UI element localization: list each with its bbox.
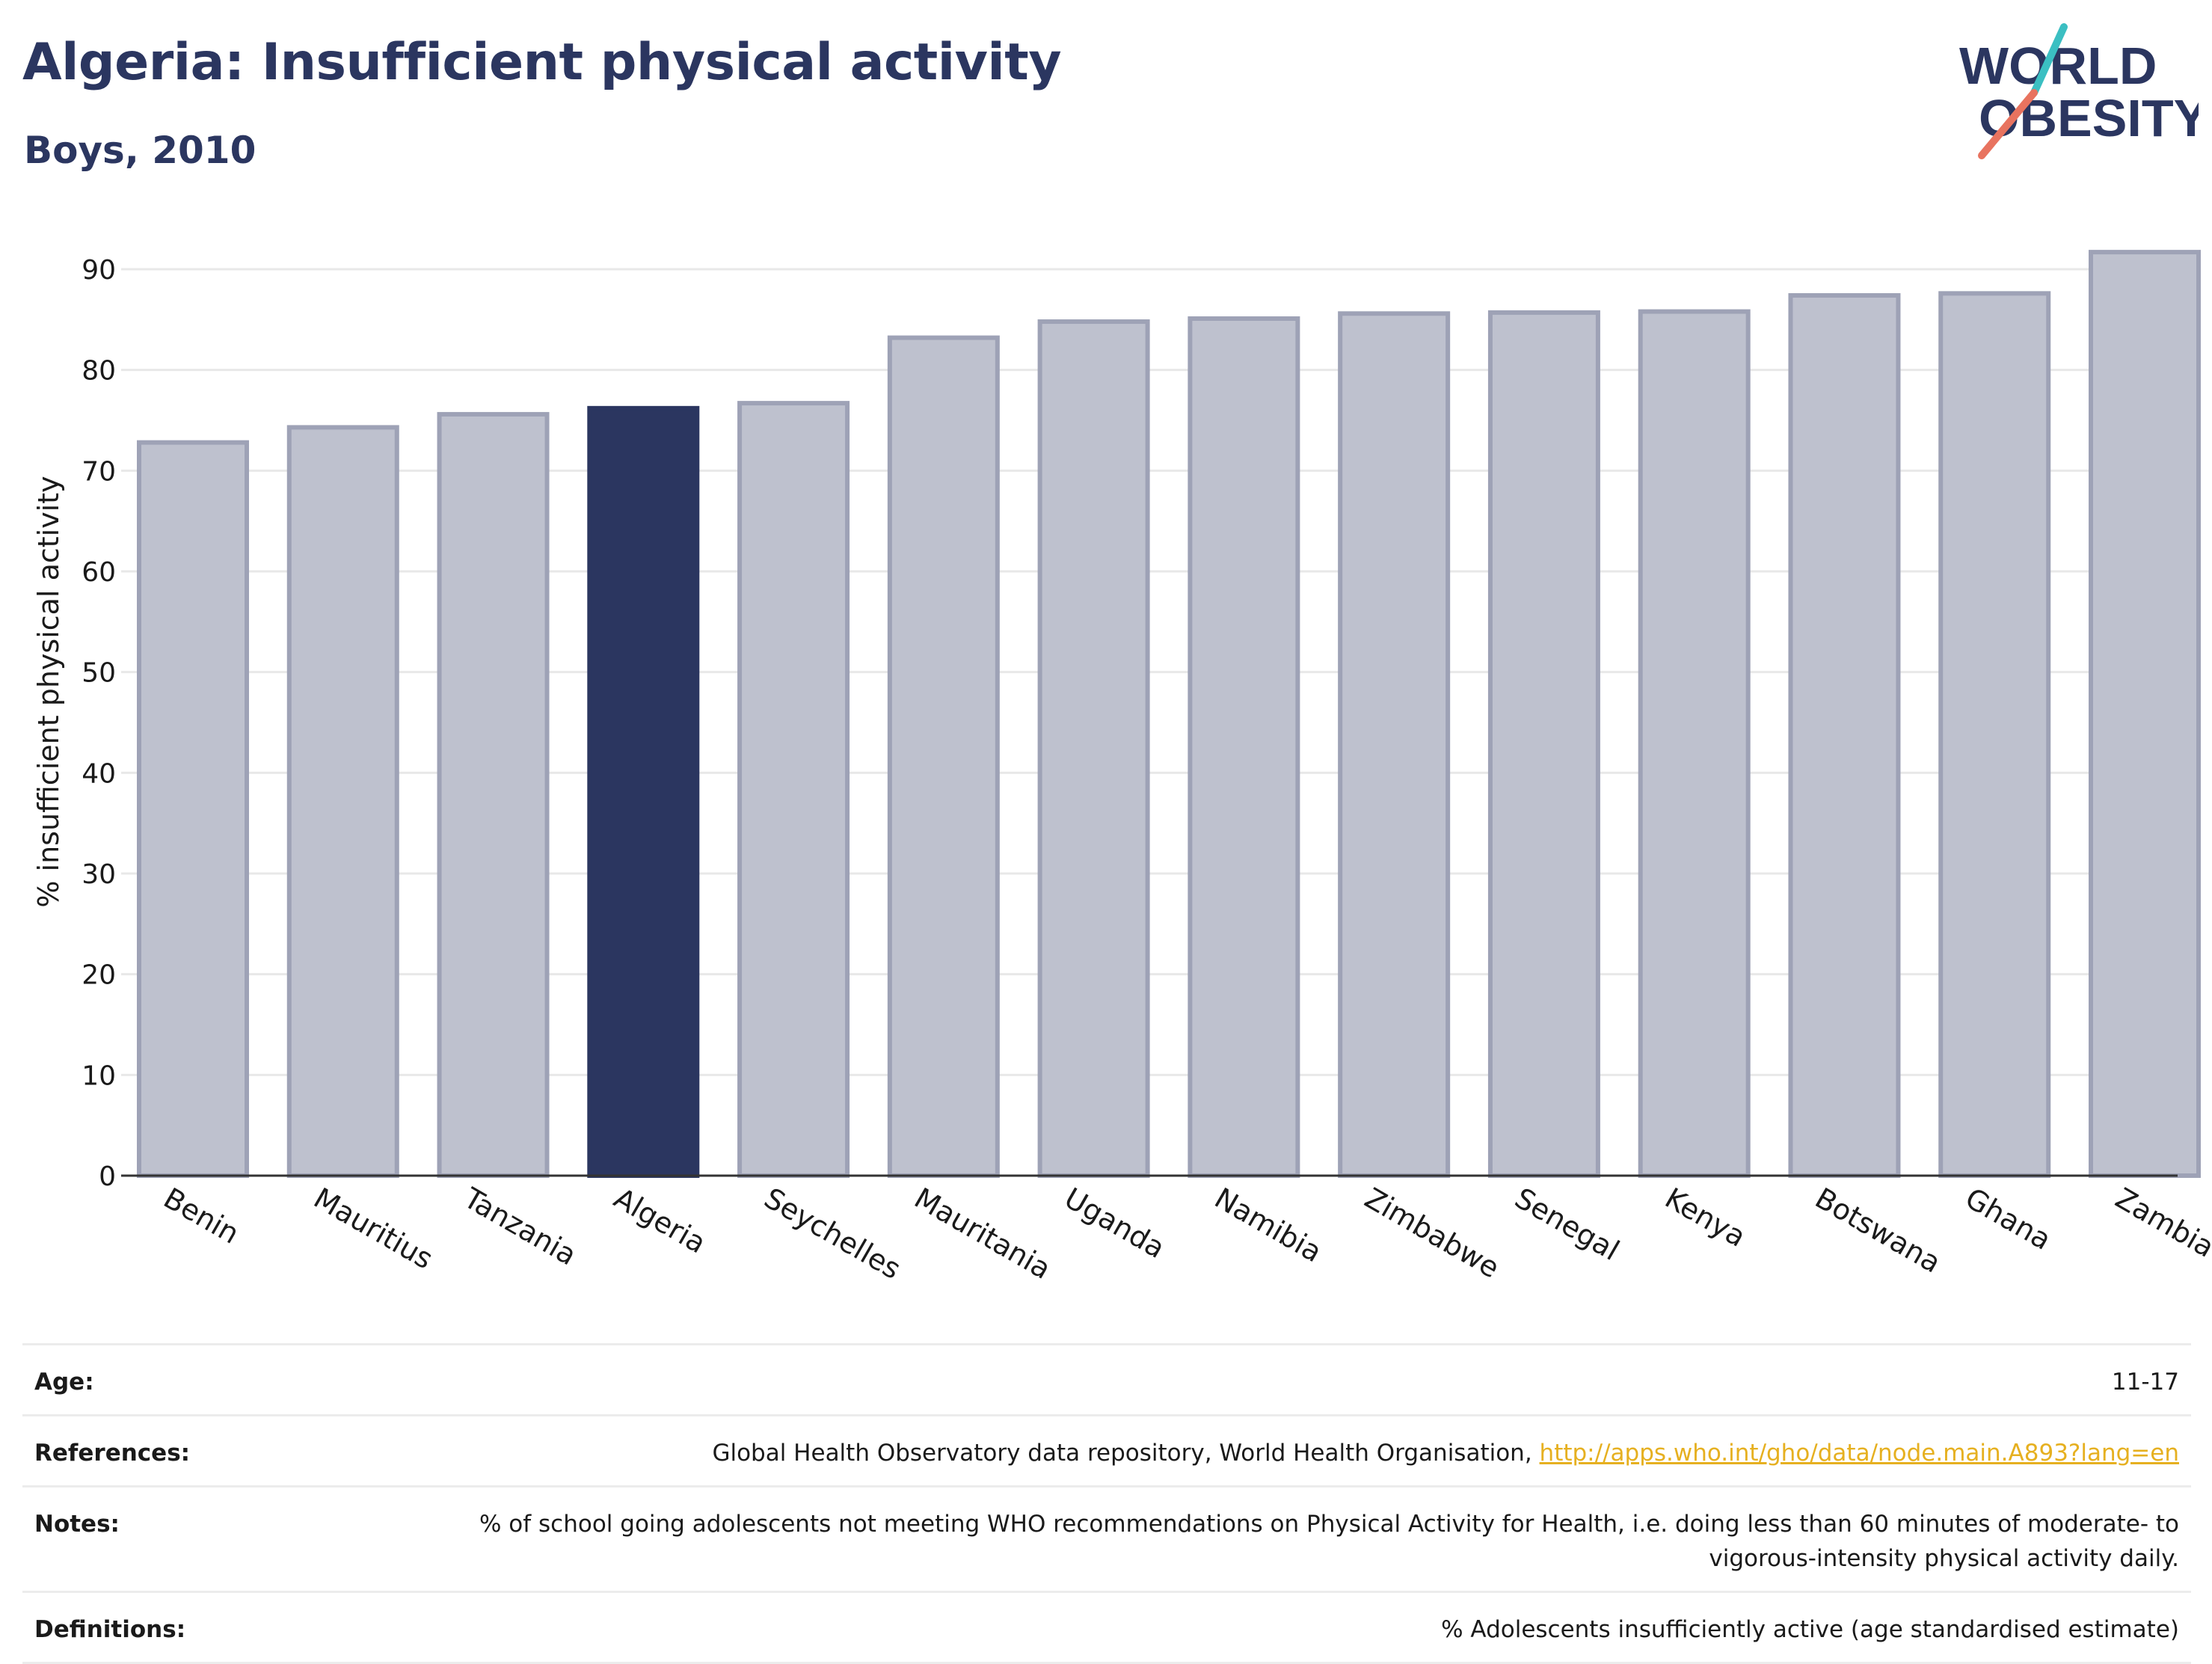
- y-tick-label: 80: [82, 356, 116, 387]
- bar-seychelles: [740, 403, 847, 1176]
- bar-tanzania: [440, 414, 547, 1176]
- bar-benin: [139, 443, 247, 1176]
- bar-kenya: [1641, 312, 1748, 1176]
- x-tick-label: Benin: [159, 1182, 245, 1250]
- y-tick-label: 10: [82, 1060, 116, 1091]
- notes-label: Notes:: [34, 1507, 150, 1541]
- x-tick-label: Mauritania: [909, 1182, 1056, 1286]
- y-tick-label: 50: [82, 658, 116, 689]
- bar-mauritania: [890, 338, 998, 1176]
- references-value: Global Health Observatory data repositor…: [712, 1436, 2179, 1470]
- bar-algeria: [589, 408, 697, 1176]
- x-tick-label: Mauritius: [308, 1182, 438, 1276]
- bar-senegal: [1490, 313, 1598, 1176]
- references-text: Global Health Observatory data repositor…: [712, 1440, 1539, 1467]
- y-tick-label: 20: [82, 960, 116, 991]
- meta-row-notes: Notes: % of school going adolescents not…: [22, 1488, 2191, 1593]
- y-tick-labels: 0 10 20 30 40 50 60 70 80 90: [82, 255, 116, 1192]
- x-tick-label: Tanzania: [458, 1181, 582, 1271]
- bar-zimbabwe: [1340, 313, 1448, 1176]
- metadata-table: Age: 11-17 References: Global Health Obs…: [22, 1343, 2191, 1664]
- y-tick-label: 40: [82, 758, 116, 789]
- x-tick-label: Botswana: [1810, 1182, 1947, 1280]
- bar-botswana: [1790, 295, 1898, 1176]
- meta-row-age: Age: 11-17: [22, 1345, 2191, 1416]
- bar-zambia: [2091, 252, 2199, 1176]
- bar-mauritius: [289, 427, 397, 1176]
- meta-row-references: References: Global Health Observatory da…: [22, 1416, 2191, 1488]
- x-tick-label: Namibia: [1209, 1182, 1327, 1269]
- y-tick-label: 90: [82, 255, 116, 286]
- y-tick-label: 70: [82, 456, 116, 487]
- x-tick-label: Kenya: [1659, 1182, 1751, 1253]
- y-axis-label: % insufficient physical activity: [32, 476, 65, 907]
- bars: [139, 252, 2199, 1176]
- x-tick-label: Seychelles: [759, 1182, 906, 1286]
- age-label: Age:: [34, 1365, 124, 1399]
- bar-uganda: [1040, 322, 1148, 1176]
- x-tick-label: Uganda: [1059, 1182, 1170, 1265]
- x-tick-label: Zambia: [2110, 1182, 2212, 1264]
- x-tick-label: Zimbabwe: [1360, 1182, 1505, 1285]
- references-label: References:: [34, 1436, 220, 1470]
- y-tick-label: 0: [99, 1161, 116, 1192]
- x-tick-label: Algeria: [609, 1182, 712, 1260]
- x-tick-label: Senegal: [1509, 1182, 1624, 1268]
- references-link[interactable]: http://apps.who.int/gho/data/node.main.A…: [1540, 1440, 2179, 1467]
- definitions-value: % Adolescents insufficiently active (age…: [1441, 1612, 2179, 1647]
- x-tick-label: Ghana: [1960, 1182, 2057, 1256]
- notes-value: % of school going adolescents not meetin…: [459, 1507, 2179, 1576]
- meta-row-definitions: Definitions: % Adolescents insufficientl…: [22, 1593, 2191, 1664]
- y-tick-label: 30: [82, 859, 116, 890]
- bar-ghana: [1941, 293, 2048, 1176]
- definitions-label: Definitions:: [34, 1612, 215, 1647]
- y-tick-label: 60: [82, 557, 116, 588]
- age-value: 11-17: [2112, 1365, 2179, 1399]
- bar-namibia: [1190, 319, 1297, 1176]
